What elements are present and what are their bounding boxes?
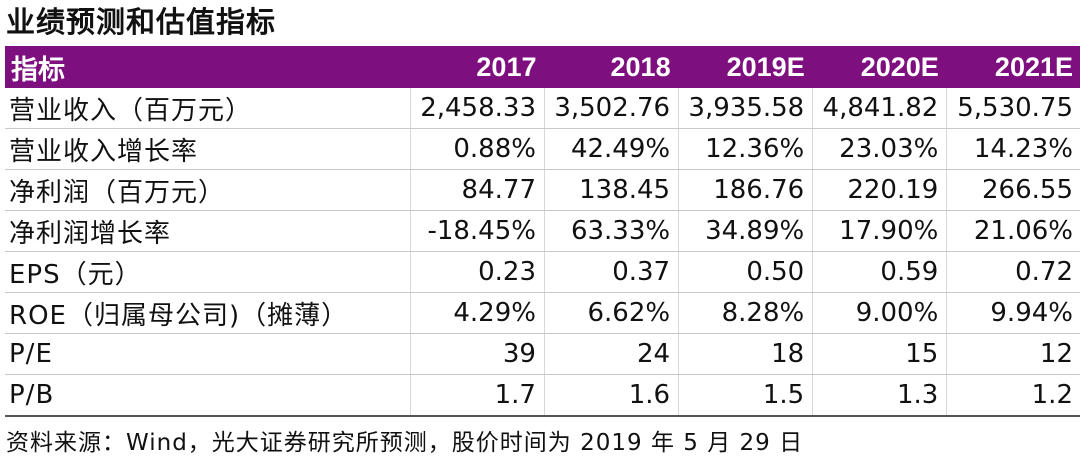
cell-value: -18.45%: [410, 210, 545, 252]
row-label: 净利润（百万元）: [5, 169, 411, 211]
cell-value: 63.33%: [544, 210, 680, 252]
table-row: 营业收入增长率 0.88% 42.49% 12.36% 23.03% 14.23…: [5, 128, 1080, 170]
row-label: 营业收入（百万元）: [5, 88, 411, 129]
cell-value: 23.03%: [812, 128, 948, 170]
cell-value: 1.3: [812, 374, 948, 417]
cell-value: 0.50: [678, 251, 814, 293]
header-row: 指标 2017 2018 2019E 2020E 2021E: [5, 46, 1080, 88]
table-row: 净利润增长率 -18.45% 63.33% 34.89% 17.90% 21.0…: [5, 210, 1080, 252]
cell-value: 12: [946, 333, 1080, 375]
cell-value: 1.2: [946, 374, 1080, 417]
row-label: EPS（元）: [5, 251, 411, 293]
table-row: 营业收入（百万元） 2,458.33 3,502.76 3,935.58 4,8…: [5, 88, 1080, 129]
cell-value: 9.00%: [812, 292, 948, 334]
row-label: P/B: [5, 374, 411, 417]
header-2021e: 2021E: [946, 46, 1080, 88]
cell-value: 39: [410, 333, 545, 375]
cell-value: 9.94%: [946, 292, 1080, 334]
cell-value: 4,841.82: [812, 88, 948, 129]
source-note: 资料来源：Wind，光大证券研究所预测，股价时间为 2019 年 5 月 29 …: [6, 430, 804, 456]
header-2020e: 2020E: [812, 46, 947, 88]
cell-value: 0.72: [946, 251, 1080, 293]
cell-value: 0.37: [544, 251, 680, 293]
cell-value: 3,502.76: [544, 88, 680, 129]
cell-value: 4.29%: [410, 292, 545, 334]
cell-value: 15: [812, 333, 948, 375]
row-label: P/E: [5, 333, 411, 375]
cell-value: 0.59: [812, 251, 948, 293]
cell-value: 1.5: [678, 374, 814, 417]
header-2019e: 2019E: [678, 46, 813, 88]
cell-value: 12.36%: [678, 128, 814, 170]
header-2017: 2017: [410, 46, 545, 88]
cell-value: 186.76: [678, 169, 814, 211]
cell-value: 2,458.33: [410, 88, 545, 129]
table-row: P/E 39 24 18 15 12: [5, 333, 1080, 375]
table-row: 净利润（百万元） 84.77 138.45 186.76 220.19 266.…: [5, 169, 1080, 211]
header-2018: 2018: [544, 46, 679, 88]
cell-value: 84.77: [410, 169, 545, 211]
table-title: 业绩预测和估值指标: [6, 5, 277, 39]
cell-value: 42.49%: [544, 128, 680, 170]
cell-value: 0.23: [410, 251, 545, 293]
cell-value: 1.6: [544, 374, 680, 417]
cell-value: 17.90%: [812, 210, 948, 252]
cell-value: 6.62%: [544, 292, 680, 334]
forecast-table: 指标 2017 2018 2019E 2020E 2021E 营业收入（百万元）…: [5, 46, 1080, 417]
cell-value: 220.19: [812, 169, 948, 211]
cell-value: 138.45: [544, 169, 680, 211]
table-row: ROE（归属母公司)（摊薄） 4.29% 6.62% 8.28% 9.00% 9…: [5, 292, 1080, 334]
row-label: 净利润增长率: [5, 210, 411, 252]
cell-value: 21.06%: [946, 210, 1080, 252]
cell-value: 3,935.58: [678, 88, 814, 129]
cell-value: 266.55: [946, 169, 1080, 211]
table-row: EPS（元） 0.23 0.37 0.50 0.59 0.72: [5, 251, 1080, 293]
row-label: ROE（归属母公司)（摊薄）: [5, 292, 411, 334]
cell-value: 14.23%: [946, 128, 1080, 170]
table-row: P/B 1.7 1.6 1.5 1.3 1.2: [5, 374, 1080, 417]
cell-value: 34.89%: [678, 210, 814, 252]
cell-value: 0.88%: [410, 128, 545, 170]
row-label: 营业收入增长率: [5, 128, 411, 170]
cell-value: 5,530.75: [946, 88, 1080, 129]
cell-value: 8.28%: [678, 292, 814, 334]
cell-value: 24: [544, 333, 680, 375]
cell-value: 18: [678, 333, 814, 375]
cell-value: 1.7: [410, 374, 545, 417]
header-indicator: 指标: [5, 46, 411, 88]
